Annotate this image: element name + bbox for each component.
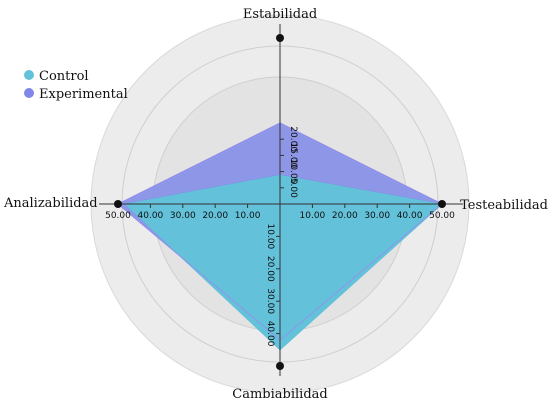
axis-titles: Estabilidad Testeabilidad Cambiabilidad Ana… <box>3 7 548 402</box>
tick-label-left: 50.00 <box>105 211 131 221</box>
axis-end-markers <box>114 34 446 370</box>
tick-label-top: 20.00 <box>288 126 298 152</box>
axis-marker-testeabilidad <box>438 200 446 208</box>
legend: Control Experimental <box>24 69 128 102</box>
axis-title-cambiabilidad: Cambiabilidad <box>232 387 327 402</box>
tick-label-top: 10.00 <box>288 159 298 185</box>
tick-label-right: 50.00 <box>429 211 455 221</box>
axis-marker-cambiabilidad <box>276 362 284 370</box>
tick-label-top: 5.00 <box>288 178 298 198</box>
legend-marker-control <box>24 70 34 80</box>
tick-label-left: 40.00 <box>138 211 164 221</box>
axis-marker-estabilidad <box>276 34 284 42</box>
tick-label-right: 30.00 <box>364 211 390 221</box>
tick-label-left: 30.00 <box>170 211 196 221</box>
axis-title-testeabilidad: Testeabilidad <box>460 198 548 213</box>
legend-marker-experimental <box>24 88 34 98</box>
tick-label-right: 20.00 <box>332 211 358 221</box>
tick-label-top: 15.00 <box>288 143 298 169</box>
tick-label-bottom: 40.00 <box>265 321 275 347</box>
legend-label-experimental: Experimental <box>39 87 128 102</box>
axis-title-estabilidad: Estabilidad <box>243 7 317 22</box>
tick-label-bottom: 30.00 <box>265 288 275 314</box>
tick-label-right: 40.00 <box>397 211 423 221</box>
tick-label-bottom: 20.00 <box>265 256 275 282</box>
series-polygon-control-overlay <box>124 174 442 350</box>
legend-label-control: Control <box>39 69 89 84</box>
axis-title-analizabilidad: Analizabilidad <box>3 196 98 211</box>
tick-label-left: 20.00 <box>202 211 228 221</box>
axes <box>99 24 463 376</box>
tick-label-left: 10.00 <box>235 211 261 221</box>
tick-label-right: 10.00 <box>300 211 326 221</box>
tick-label-bottom: 10.00 <box>265 224 275 250</box>
axis-marker-analizabilidad <box>114 200 122 208</box>
